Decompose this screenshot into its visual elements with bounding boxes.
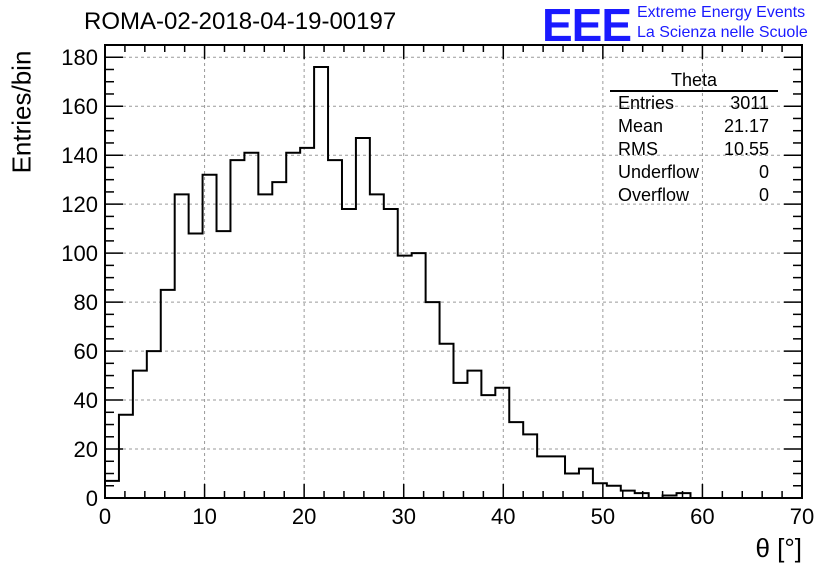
logo-line-2: La Scienza nelle Scuole (637, 24, 808, 41)
y-tick-label: 20 (74, 437, 98, 462)
x-tick-label: 50 (591, 504, 615, 529)
y-tick-label: 120 (61, 192, 98, 217)
stats-value: 0 (758, 185, 769, 205)
stats-row-entries: Entries 3011 (610, 92, 778, 115)
y-tick-label: 100 (61, 241, 98, 266)
x-axis-label: θ [°] (755, 533, 802, 563)
grid (105, 45, 802, 498)
tick-labels: 0 10 20 30 40 50 60 70 0 20 40 60 80 100 120 140 160 180 (61, 45, 814, 529)
stats-value: 0 (758, 162, 769, 182)
x-tick-label: 10 (192, 504, 216, 529)
histogram-series (104, 66, 802, 499)
stats-label: Underflow (618, 162, 700, 182)
stats-row-overflow: Overflow 0 (610, 184, 778, 207)
x-tick-label: 0 (99, 504, 111, 529)
stats-value: 3011 (730, 93, 769, 113)
x-tick-label: 70 (790, 504, 814, 529)
stats-label: RMS (618, 139, 658, 159)
stats-label: Entries (618, 93, 675, 113)
y-tick-label: 60 (74, 339, 98, 364)
chart-title: ROMA-02-2018-04-19-00197 (84, 8, 397, 35)
logo-line-1: Extreme Energy Events (637, 4, 806, 21)
stats-row-mean: Mean 21.17 (610, 115, 778, 138)
eee-logo: EEE (542, 0, 632, 51)
stats-box: Theta Entries 3011 Mean 21.17 RMS 10.55 … (610, 70, 778, 207)
y-tick-label: 80 (74, 290, 98, 315)
stats-label: Mean (618, 116, 664, 136)
x-tick-label: 20 (292, 504, 316, 529)
y-tick-label: 40 (74, 388, 98, 413)
stats-label: Overflow (618, 185, 690, 205)
stats-row-underflow: Underflow 0 (610, 161, 778, 184)
x-tick-label: 40 (491, 504, 515, 529)
x-tick-label: 30 (391, 504, 415, 529)
x-tick-label: 60 (690, 504, 714, 529)
plot-frame (104, 44, 803, 499)
y-tick-label: 180 (61, 45, 98, 70)
y-tick-label: 160 (61, 94, 98, 119)
y-axis-label: Entries/bin (6, 50, 37, 174)
y-tick-label: 140 (61, 143, 98, 168)
stats-title: Theta (610, 70, 778, 92)
stats-value: 10.55 (723, 139, 769, 159)
stats-row-rms: RMS 10.55 (610, 138, 778, 161)
stats-value: 21.17 (723, 116, 769, 136)
y-tick-label: 0 (86, 486, 98, 511)
axis-ticks (104, 44, 803, 499)
